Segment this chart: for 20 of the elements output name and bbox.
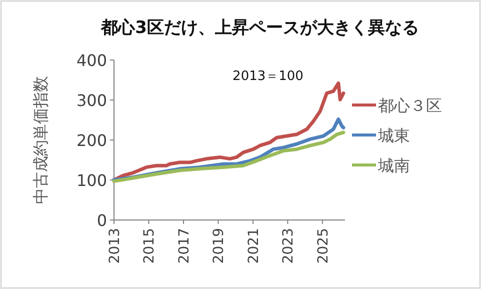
line-series xyxy=(112,81,346,182)
y-tick-label: 0 xyxy=(96,211,107,230)
x-tick-label: 2021 xyxy=(246,228,262,264)
x-tick-label: 2013 xyxy=(107,228,123,264)
x-tick-label: 2025 xyxy=(315,228,332,264)
x-tick-label: 2019 xyxy=(211,228,228,264)
legend-label: 城東 xyxy=(377,126,410,145)
y-axis-title: 中古成約単価指数 xyxy=(31,76,50,204)
x-tick-label: 2017 xyxy=(176,228,192,264)
legend-label: 都心３区 xyxy=(378,96,442,115)
y-tick-label: 200 xyxy=(76,131,107,150)
y-tick-label: 300 xyxy=(76,91,107,110)
chart-title: 都心3区だけ、上昇ペースが大きく異なる xyxy=(100,18,419,38)
y-tick-label: 400 xyxy=(76,51,107,70)
x-tick-label: 2023 xyxy=(280,228,297,264)
legend-label: 城南 xyxy=(377,156,410,175)
annotation: 2013＝100 xyxy=(232,69,304,84)
line-series xyxy=(112,130,346,183)
x-tick-label: 2015 xyxy=(142,228,158,264)
y-tick-label: 100 xyxy=(76,171,107,190)
